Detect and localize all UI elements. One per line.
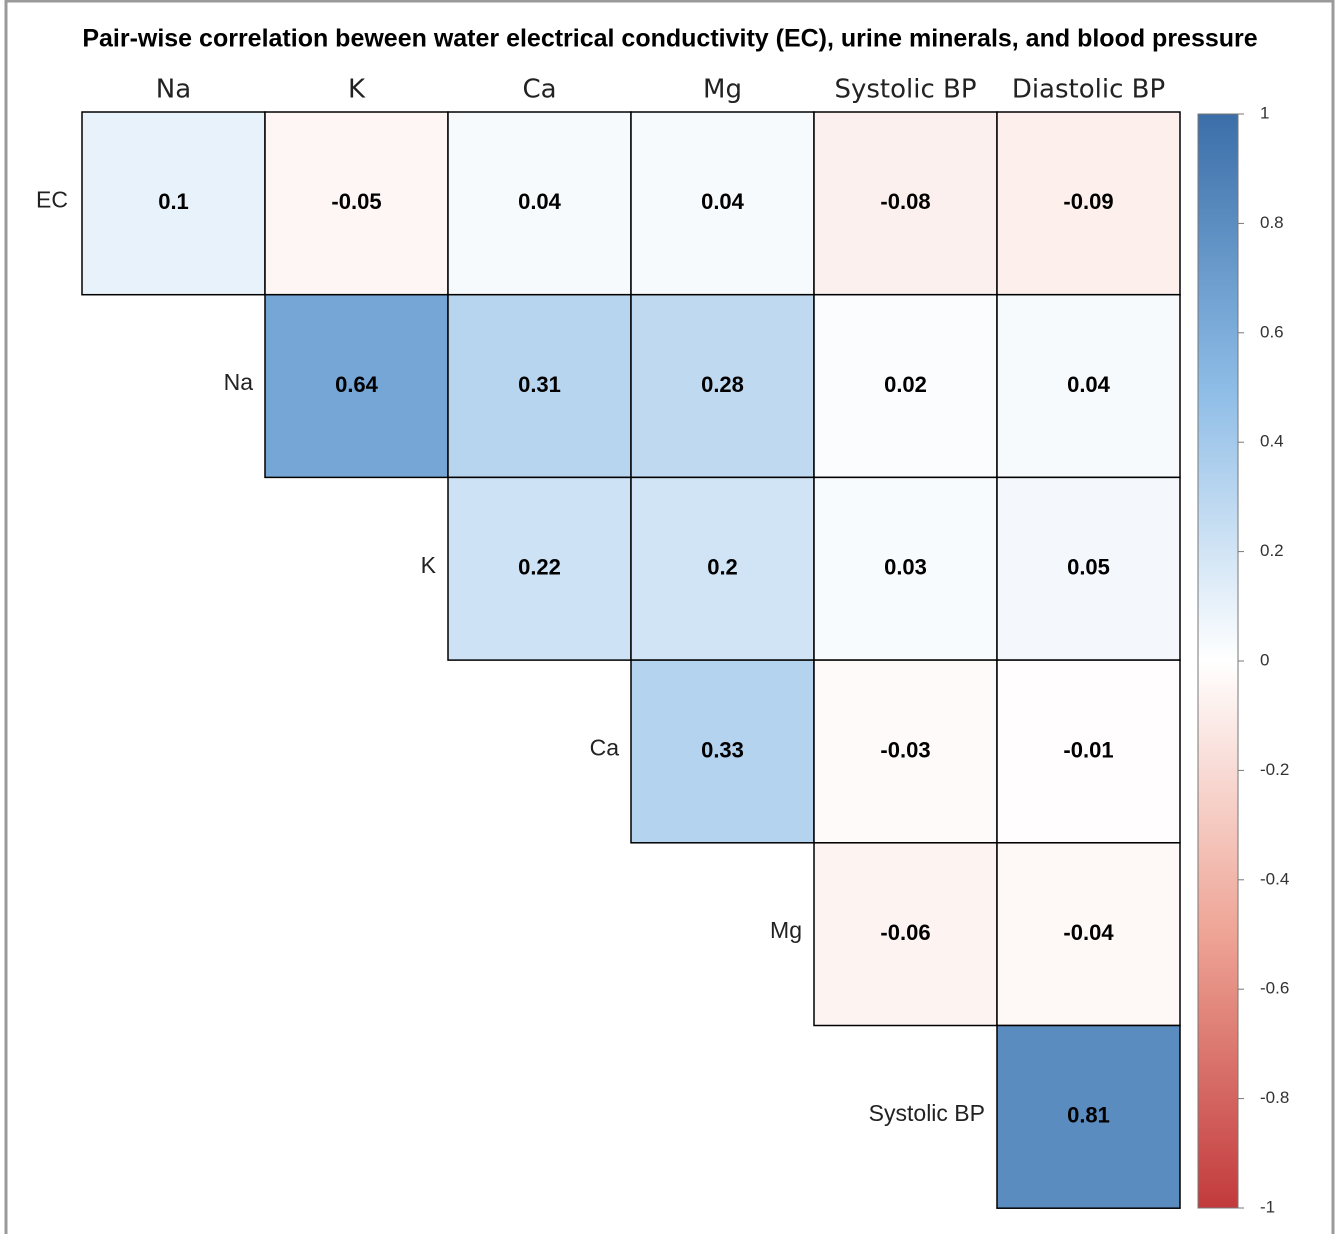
colorbar-tick-label: -0.4: [1260, 869, 1289, 888]
row-label: EC: [36, 186, 68, 212]
column-label: Na: [156, 75, 191, 105]
cell: [630, 659, 815, 844]
cell: [996, 659, 1181, 844]
cell: [996, 111, 1181, 296]
colorbar-tick-label: 0.4: [1260, 432, 1284, 451]
colorbar-tick-label: -1: [1260, 1197, 1275, 1216]
cell-label: 0.04: [518, 189, 562, 214]
column-label: Mg: [703, 75, 742, 105]
row-label: Na: [224, 369, 254, 395]
cell-label: 0.81: [1067, 1103, 1110, 1128]
column-label: K: [348, 75, 366, 105]
column-label: Diastolic BP: [1012, 75, 1165, 105]
row-label: Mg: [770, 917, 802, 943]
cell: [996, 1024, 1181, 1209]
cell-label: -0.05: [331, 189, 381, 214]
cell: [447, 476, 632, 661]
cell-label: -0.04: [1063, 920, 1114, 945]
colorbar: [1197, 113, 1239, 1209]
row-label: K: [421, 552, 437, 578]
cell-label: -0.09: [1063, 189, 1113, 214]
cell-label: 0.04: [1067, 372, 1111, 397]
cell-label: 0.04: [701, 189, 745, 214]
cell-label: 0.28: [701, 372, 744, 397]
cell: [264, 111, 449, 296]
cell: [813, 842, 998, 1027]
cell: [447, 293, 632, 479]
colorbar-tick-label: 0: [1260, 650, 1269, 669]
colorbar-tick-label: 0.8: [1260, 213, 1284, 232]
colorbar-tick-label: 1: [1260, 103, 1269, 122]
cell: [630, 293, 815, 479]
cell-label: 0.05: [1067, 555, 1110, 580]
cell: [996, 476, 1181, 661]
cell: [996, 293, 1181, 479]
frame: [4, 0, 1335, 1239]
column-label: Systolic BP: [834, 75, 976, 105]
colorbar-tick-label: -0.8: [1260, 1088, 1289, 1107]
colorbar-tick-label: -0.6: [1260, 979, 1289, 998]
cell: [81, 111, 266, 296]
cell-label: 0.1: [158, 189, 189, 214]
cell-label: 0.02: [884, 372, 927, 397]
cell: [813, 476, 998, 661]
cell-label: 0.03: [884, 555, 927, 580]
cell-label: 0.33: [701, 737, 744, 762]
row-label: Systolic BP: [869, 1100, 985, 1126]
colorbar-tick-label: 0.2: [1260, 541, 1284, 560]
cell-label: -0.03: [880, 737, 930, 762]
cell-label: 0.31: [518, 372, 561, 397]
cell-label: 0.64: [335, 372, 379, 397]
colorbar-tick-label: -0.2: [1260, 760, 1289, 779]
colorbar-tick-label: 0.6: [1260, 322, 1284, 341]
cell-label: -0.01: [1063, 737, 1113, 762]
column-label: Ca: [522, 75, 556, 105]
cell-label: 0.2: [707, 555, 738, 580]
cell-label: -0.06: [880, 920, 930, 945]
row-label: Ca: [590, 735, 620, 761]
chart-title: Pair-wise correlation beween water elect…: [82, 25, 1257, 53]
cell-label: -0.08: [880, 189, 930, 214]
cell: [813, 293, 998, 479]
cell-label: 0.22: [518, 555, 561, 580]
cell: [630, 476, 815, 661]
